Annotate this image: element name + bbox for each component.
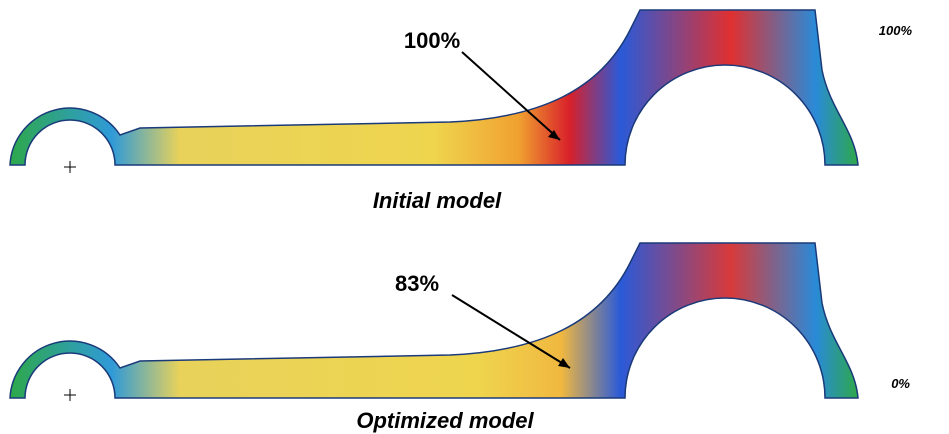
center-mark — [64, 161, 76, 173]
rod-shape — [9, 242, 859, 399]
arrow — [451, 294, 571, 369]
arrow — [461, 51, 561, 141]
center-mark — [64, 389, 76, 401]
caption: Optimized model — [356, 408, 534, 433]
caption: Initial model — [373, 188, 502, 213]
scale-max: 100% — [879, 23, 913, 38]
annotation: 100% — [404, 28, 460, 53]
optimized-model: 83% Optimized model — [9, 242, 859, 433]
initial-model: 100% Initial model — [9, 9, 859, 213]
scale-min: 0% — [891, 376, 910, 391]
annotation: 83% — [395, 271, 439, 296]
arrow-head — [558, 358, 570, 368]
arrow-head — [548, 130, 560, 140]
